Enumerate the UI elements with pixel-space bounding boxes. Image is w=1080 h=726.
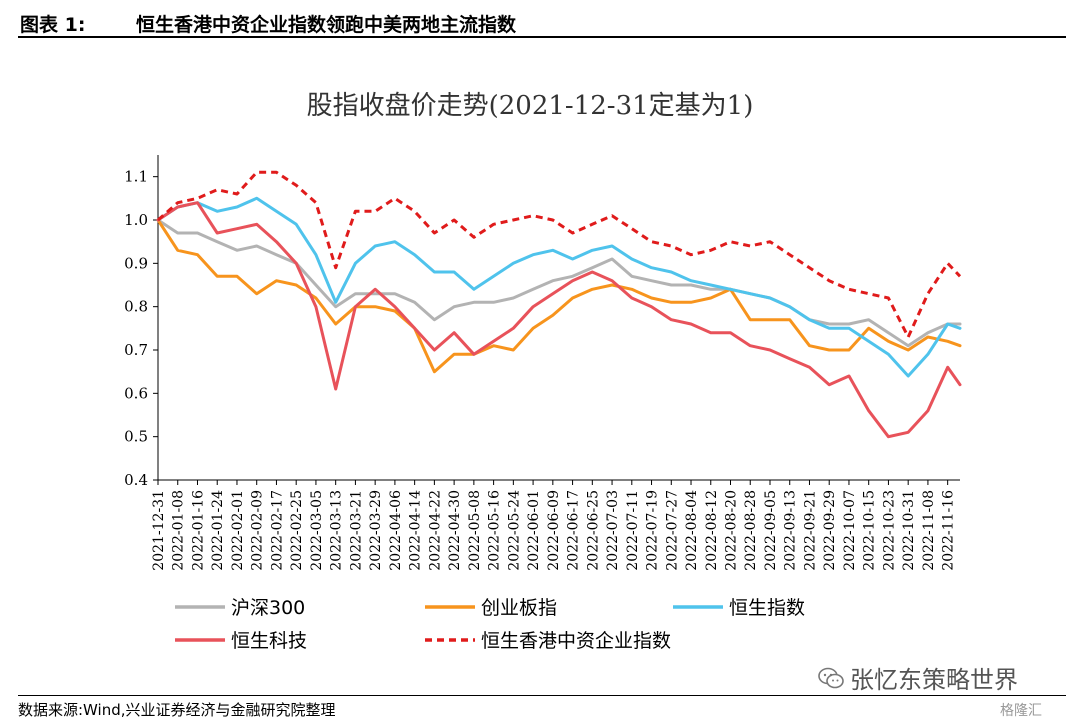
series-line-2 [156,218,962,374]
figure-title: 恒生香港中资企业指数领跑中美两地主流指数 [136,14,517,36]
x-tick-label: 2022-09-13 [783,490,799,571]
x-tick-label: 2022-07-27 [664,490,680,571]
x-tick-label: 2022-04-22 [427,490,443,571]
watermark-text: 张忆东策略世界 [850,666,1018,694]
x-tick-label: 2022-09-05 [763,490,779,571]
x-tick-label: 2022-06-25 [585,490,601,571]
x-tick-label: 2022-09-21 [802,490,818,571]
x-tick-label: 2022-02-01 [230,490,246,571]
y-tick-label: 1.1 [124,168,148,186]
series-line-4 [156,201,962,439]
watermark: 张忆东策略世界 [818,660,1018,695]
x-tick-label: 2022-08-04 [684,490,700,571]
y-tick-label: 0.7 [124,341,148,359]
x-tick-label: 2022-06-09 [546,490,562,571]
data-source-note: 数据来源:Wind,兴业证券经济与金融研究院整理 [18,701,336,719]
y-tick-label: 0.6 [124,384,148,402]
y-tick-label: 0.5 [124,428,148,446]
y-tick-label: 1.0 [124,211,148,229]
x-tick-label: 2022-11-08 [921,490,937,571]
x-tick-label: 2022-03-13 [329,490,345,571]
x-tick-label: 2022-10-07 [842,490,858,571]
x-tick-label: 2022-10-23 [881,490,897,571]
wechat-icon [818,667,844,688]
watermark-secondary: 格隆汇 [1000,703,1042,719]
x-tick-label: 2022-06-17 [566,490,582,571]
x-tick-label: 2021-12-31 [151,490,167,571]
x-tick-label: 2022-03-29 [368,490,384,571]
chart-title: 股指收盘价走势(2021-12-31定基为1) [307,91,754,121]
x-tick-label: 2022-03-21 [348,490,364,571]
x-tick-label: 2022-02-17 [269,490,285,571]
x-tick-label: 2022-05-24 [506,490,522,571]
y-tick-label: 0.4 [124,471,148,489]
legend-label-2: 创业板指 [481,597,557,619]
line-chart: 股指收盘价走势(2021-12-31定基为1) 0.4 0.5 0.6 0.7 0.8 0.… [124,91,962,652]
x-tick-label: 2022-03-05 [309,490,325,571]
x-tick-label: 2022-10-31 [901,490,917,571]
x-tick-label: 2022-05-08 [467,490,483,571]
figure-header: 图表 1: 恒生香港中资企业指数领跑中美两地主流指数 [18,6,1066,38]
legend-label-3: 恒生指数 [729,597,805,619]
x-tick-label: 2022-05-16 [487,490,503,571]
x-tick-label: 2022-08-20 [724,490,740,571]
x-tick-label: 2022-04-30 [447,490,463,571]
x-tick-label: 2022-08-12 [704,490,720,571]
x-tick-label: 2022-04-06 [388,490,404,571]
x-tick-label: 2022-04-14 [408,490,424,571]
x-tick-label: 2022-10-15 [862,490,878,571]
series-line-5 [157,170,962,339]
y-tick-label: 0.9 [124,254,148,272]
legend-label-4: 恒生科技 [231,630,307,652]
x-tick-label: 2022-02-09 [250,490,266,571]
y-tick-label: 0.8 [124,298,148,316]
figure-label: 图表 1: [20,14,86,36]
x-tick-label: 2022-07-19 [645,490,661,571]
x-tick-label: 2022-01-08 [171,490,187,571]
x-tick-label: 2022-01-24 [210,490,226,571]
x-tick-label: 2022-07-03 [605,490,621,571]
x-tick-label: 2022-09-29 [822,490,838,571]
source-divider [18,695,1066,696]
series-line-3 [156,196,962,378]
x-tick-label: 2022-11-16 [941,490,957,571]
legend-label-5: 恒生香港中资企业指数 [481,630,671,652]
x-tick-label: 2022-07-11 [625,490,641,571]
x-tick-label: 2022-06-01 [526,490,542,571]
legend-label-1: 沪深300 [231,597,305,619]
x-tick-label: 2022-01-16 [190,490,206,571]
x-tick-label: 2022-08-28 [743,490,759,571]
x-tick-label: 2022-02-25 [289,490,305,571]
